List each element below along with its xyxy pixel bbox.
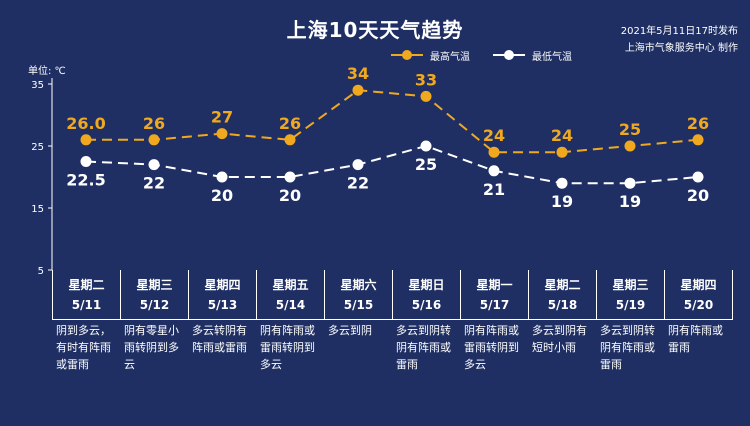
data-point-low [624, 177, 636, 189]
day-date: 5/13 [207, 297, 238, 312]
legend-high: 最高气温 [390, 47, 470, 63]
data-point-high [488, 146, 500, 158]
series-line-low [85, 144, 699, 185]
data-label-high: 24 [483, 126, 505, 145]
data-point-high [80, 134, 92, 146]
day-weekday: 星期一 [476, 277, 513, 292]
data-label-high: 25 [619, 120, 641, 139]
day-description: 阴有阵雨或雷雨转阴到多云 [260, 324, 315, 371]
data-point-low [420, 140, 432, 152]
day-description: 阴有阵雨或雷雨 [668, 324, 723, 354]
day-weekday: 星期二 [68, 277, 105, 292]
day-description: 多云到阴 [328, 324, 372, 337]
data-point-low [556, 177, 568, 189]
day-date: 5/17 [479, 297, 510, 312]
y-tick-label: 35 [31, 80, 44, 91]
data-label-high: 24 [551, 126, 573, 145]
data-label-low: 20 [211, 186, 233, 205]
publish-time: 2021年5月11日17时发布 [620, 26, 738, 37]
data-point-low [148, 159, 160, 171]
data-label-high: 26.0 [66, 114, 105, 133]
legend-high-marker-icon [391, 50, 423, 60]
day-description: 阴有零星小雨转阴到多云 [124, 324, 179, 371]
data-label-low: 20 [279, 186, 301, 205]
data-label-high: 26 [687, 114, 709, 133]
day-cell: 星期六 5/15 [325, 270, 393, 320]
data-point-low [216, 171, 228, 183]
day-header-row: 星期二 5/11 星期三 5/12 星期四 5/13 星期五 5/14 星期六 5/15 星期日 5/… [52, 270, 733, 320]
data-point-high [216, 128, 228, 140]
day-weekday: 星期三 [612, 277, 649, 292]
data-label-high: 34 [347, 64, 369, 83]
day-weekday: 星期二 [544, 277, 581, 292]
data-label-low: 25 [415, 155, 437, 174]
day-cell: 星期三 5/12 [121, 270, 189, 320]
day-description: 阴有阵雨或雷雨转阴到多云 [464, 324, 519, 371]
data-point-low [488, 165, 500, 177]
day-cell: 星期四 5/13 [189, 270, 257, 320]
legend-low-label: 最低气温 [532, 51, 572, 63]
data-label-low: 20 [687, 186, 709, 205]
data-point-high [352, 84, 364, 96]
day-description: 多云到阴有短时小雨 [532, 324, 587, 354]
day-description: 多云转阴有阵雨或雷雨 [192, 324, 247, 354]
day-description: 多云到阴转阴有阵雨或雷雨 [600, 324, 655, 371]
day-weekday: 星期三 [136, 277, 173, 292]
day-date: 5/20 [683, 297, 714, 312]
data-point-high [284, 134, 296, 146]
data-point-high [148, 134, 160, 146]
day-date: 5/11 [71, 297, 102, 312]
y-tick-label: 15 [31, 204, 44, 215]
day-cell: 星期二 5/11 [53, 270, 121, 320]
day-date: 5/16 [411, 297, 442, 312]
data-label-high: 33 [415, 70, 437, 89]
day-description: 阴到多云，有时有阵雨或雷雨 [56, 324, 111, 371]
data-point-high [624, 140, 636, 152]
y-tick-label: 5 [38, 266, 44, 277]
producer-credit: 上海市气象服务中心 制作 [624, 43, 738, 54]
day-date: 5/18 [547, 297, 578, 312]
data-point-low [352, 159, 364, 171]
data-label-high: 26 [279, 114, 301, 133]
day-date: 5/12 [139, 297, 170, 312]
data-label-low: 21 [483, 180, 505, 199]
day-weekday: 星期五 [272, 277, 309, 292]
day-date: 5/14 [275, 297, 306, 312]
day-cell: 星期二 5/18 [529, 270, 597, 320]
data-point-high [556, 146, 568, 158]
chart-title: 上海10天天气趋势 [286, 18, 464, 42]
data-point-low [284, 171, 296, 183]
data-label-low: 22 [347, 174, 369, 193]
forecast-description-row: 阴到多云，有时有阵雨或雷雨 阴有零星小雨转阴到多云 多云转阴有阵雨或雷雨 阴有阵雨或雷… [52, 322, 732, 373]
day-weekday: 星期四 [680, 277, 717, 292]
series-line-high [86, 89, 699, 154]
day-cell: 星期日 5/16 [393, 270, 461, 320]
data-label-low: 22 [143, 174, 165, 193]
day-date: 5/15 [343, 297, 374, 312]
day-description: 多云到阴转阴有阵雨或雷雨 [396, 324, 451, 371]
legend-low: 最低气温 [492, 47, 572, 63]
day-cell: 星期一 5/17 [461, 270, 529, 320]
data-point-low [80, 156, 92, 167]
data-label-low: 19 [551, 192, 573, 211]
day-cell: 星期三 5/19 [597, 270, 665, 320]
day-cell: 星期五 5/14 [257, 270, 325, 320]
day-weekday: 星期六 [340, 277, 377, 292]
data-point-low [692, 171, 704, 183]
data-point-high [692, 134, 704, 146]
day-date: 5/19 [615, 297, 646, 312]
y-tick-label: 25 [31, 142, 44, 153]
data-label-high: 26 [143, 114, 165, 133]
day-weekday: 星期日 [408, 277, 445, 292]
data-label-low: 19 [619, 192, 641, 211]
legend-high-label: 最高气温 [430, 51, 470, 63]
day-cell: 星期四 5/20 [665, 270, 733, 320]
data-label-low: 22.5 [66, 171, 105, 190]
unit-label: 单位: ℃ [28, 66, 66, 77]
legend-low-marker-icon [493, 50, 525, 60]
data-label-high: 27 [211, 108, 233, 127]
day-weekday: 星期四 [204, 277, 241, 292]
data-point-high [420, 90, 432, 102]
